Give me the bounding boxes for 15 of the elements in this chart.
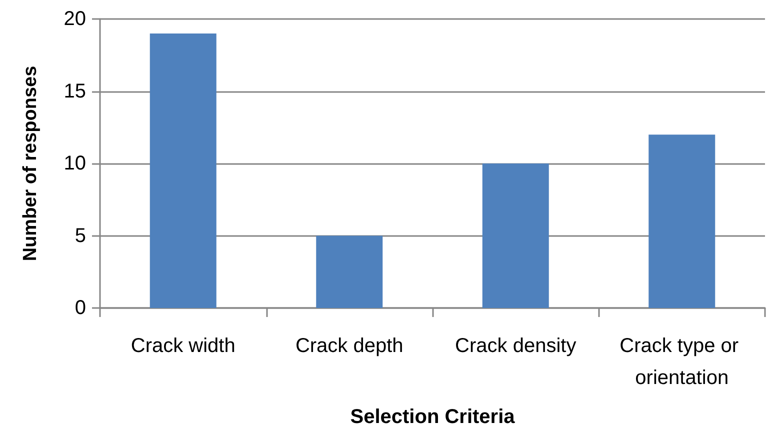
y-tick-label: 15 xyxy=(64,80,86,102)
y-tick-label: 0 xyxy=(74,297,86,319)
x-tick-label: Crack density xyxy=(455,335,576,357)
bar xyxy=(316,236,383,308)
x-tick-label: Crack width xyxy=(130,335,236,357)
bar xyxy=(648,134,716,308)
y-tick-label: 20 xyxy=(64,8,86,30)
y-tick-label: 10 xyxy=(64,152,86,174)
bar xyxy=(482,164,549,308)
x-tick-label: Crack depth xyxy=(295,335,404,357)
x-tick-label: Crack type or orientation xyxy=(620,335,744,389)
y-axis-title: Number of responses xyxy=(20,66,41,262)
bar xyxy=(150,33,216,308)
y-tick-label: 5 xyxy=(74,224,86,247)
x-axis-title: Selection Criteria xyxy=(350,406,516,428)
